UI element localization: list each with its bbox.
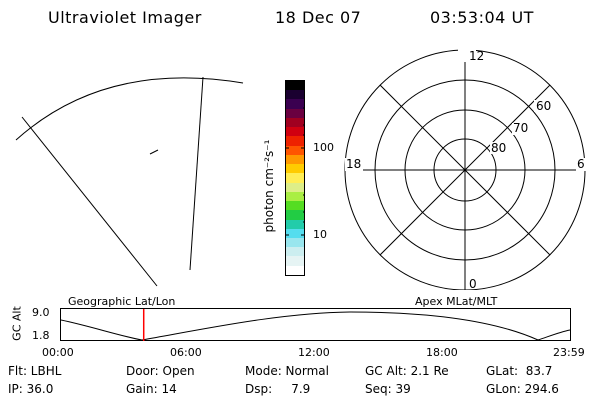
- colorbar-segment: [286, 108, 304, 118]
- instrument-title: Ultraviolet Imager: [48, 8, 202, 27]
- dsp-info: Dsp: 7.9: [245, 382, 311, 396]
- polar-diag-2: [379, 84, 551, 256]
- colorbar-segment: [286, 90, 304, 100]
- mode-info: Mode: Normal: [245, 364, 329, 378]
- colorbar-segment: [286, 201, 304, 211]
- colorbar-segment: [286, 182, 304, 192]
- colorbar-segment: [286, 237, 304, 248]
- geo-meridian-left: [21, 116, 158, 287]
- gain-info: Gain: 14: [126, 382, 177, 396]
- apex-title: Apex MLat/MLT: [415, 295, 498, 308]
- colorbar-tick-10: 10: [313, 228, 327, 241]
- polar-lat-70: 70: [513, 121, 528, 135]
- glon-info: GLon: 294.6: [486, 382, 559, 396]
- polar-hour-0: 0: [469, 277, 477, 290]
- colorbar-segment: [286, 117, 304, 128]
- colorbar-segment: [286, 191, 304, 202]
- colorbar-segment: [286, 210, 304, 220]
- altitude-y-label: GC Alt: [10, 306, 24, 341]
- x-tick-0600: 06:00: [170, 346, 202, 359]
- colorbar-segment: [286, 173, 304, 183]
- colorbar-segment: [286, 81, 304, 91]
- date-label: 18 Dec 07: [275, 8, 362, 27]
- door-info: Door: Open: [126, 364, 195, 378]
- altitude-curve: [60, 311, 571, 341]
- colorbar: [285, 80, 305, 276]
- x-tick-2359: 23:59: [553, 346, 585, 359]
- ip-info: IP: 36.0: [8, 382, 54, 396]
- colorbar-segment: [286, 219, 304, 229]
- geo-arc-outer: [15, 77, 244, 141]
- seq-info: Seq: 39: [365, 382, 411, 396]
- colorbar-segment: [286, 99, 304, 109]
- filter-info: Flt: LBHL: [8, 364, 62, 378]
- polar-hour-6: 6: [577, 157, 585, 171]
- colorbar-segment: [286, 228, 304, 238]
- geo-meridian-right: [189, 76, 204, 271]
- x-tick-1200: 12:00: [298, 346, 330, 359]
- polar-lat-80: 80: [491, 141, 506, 155]
- colorbar-segment: [286, 247, 304, 257]
- altitude-y-tick-top: 9.0: [32, 306, 50, 319]
- x-tick-0000: 00:00: [42, 346, 74, 359]
- colorbar-segment: [286, 265, 304, 275]
- geographic-title: Geographic Lat/Lon: [68, 295, 176, 308]
- colorbar-segment: [286, 164, 304, 174]
- colorbar-segment: [286, 154, 304, 165]
- altitude-y-tick-bottom: 1.8: [32, 329, 50, 342]
- colorbar-tick-100: 100: [313, 141, 334, 154]
- colorbar-segment: [286, 136, 304, 146]
- altitude-plot: [60, 308, 571, 341]
- polar-lat-60: 60: [536, 99, 551, 113]
- geo-coast-fragment: [149, 149, 159, 155]
- colorbar-unit-label: photon cm⁻²s⁻¹: [262, 139, 276, 233]
- glat-info: GLat: 83.7: [486, 364, 553, 378]
- colorbar-segment: [286, 145, 304, 155]
- x-tick-1800: 18:00: [426, 346, 458, 359]
- colorbar-ticks: [285, 107, 305, 236]
- polar-plot: 12 18 6 0 60 70 80: [344, 49, 586, 290]
- time-label: 03:53:04 UT: [430, 8, 534, 27]
- polar-hour-18: 18: [346, 157, 361, 171]
- gc-alt-info: GC Alt: 2.1 Re: [365, 364, 449, 378]
- polar-hour-12: 12: [469, 49, 484, 63]
- colorbar-segment: [286, 256, 304, 266]
- colorbar-segment: [286, 127, 304, 137]
- geographic-projection: [15, 76, 244, 287]
